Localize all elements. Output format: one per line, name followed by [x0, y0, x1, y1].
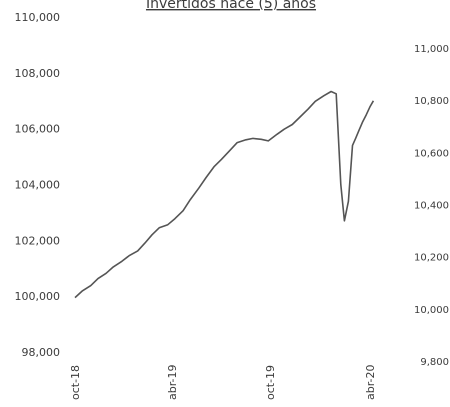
y-left-tick-label: 104,000 [15, 179, 61, 192]
y-left-tick-label: 108,000 [15, 67, 61, 80]
series-layer [74, 90, 375, 299]
y-right-tick-label: 9,800 [420, 357, 449, 368]
x-axis: oct-18 abr-19 oct-19 abr-20 [69, 364, 377, 400]
right-axis: 9,800 10,000 10,200 10,400 10,600 10,800 11,00… [414, 44, 449, 368]
x-tick-label: abr-19 [166, 364, 179, 400]
y-left-tick-label: 106,000 [15, 123, 61, 136]
x-tick-label: oct-18 [69, 365, 82, 400]
x-tick-label: oct-19 [264, 365, 277, 400]
y-right-tick-label: 10,800 [414, 96, 449, 107]
x-tick-label: abr-20 [364, 364, 377, 400]
left-axis: 98,000 100,000 102,000 104,000 106,000 108,00… [15, 11, 61, 359]
y-left-tick-label: 110,000 [15, 11, 61, 24]
y-left-tick-label: 100,000 [15, 290, 61, 303]
y-left-tick-label: 98,000 [22, 346, 61, 359]
y-right-tick-label: 11,000 [414, 44, 449, 55]
chart-title: Invertidos hace (5) años [146, 0, 316, 12]
series-line [74, 90, 375, 299]
y-left-tick-label: 102,000 [15, 234, 61, 247]
y-right-tick-label: 10,200 [414, 253, 449, 264]
y-right-tick-label: 10,000 [414, 305, 449, 316]
y-right-tick-label: 10,400 [414, 201, 449, 212]
y-right-tick-label: 10,600 [414, 148, 449, 159]
